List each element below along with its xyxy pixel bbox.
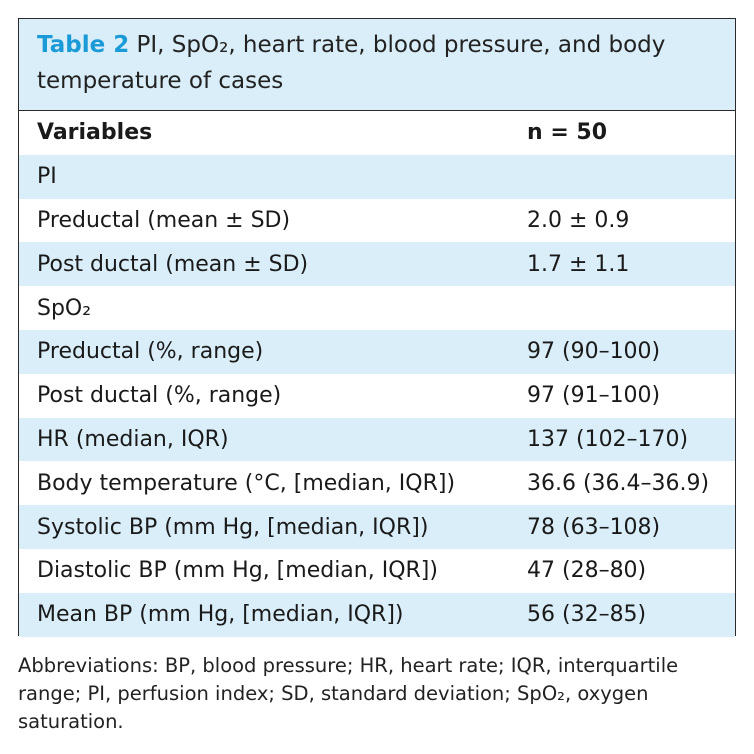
- row-value: 97 (91–100): [527, 383, 661, 409]
- table-row: SpO₂: [19, 286, 735, 330]
- row-value: 56 (32–85): [527, 602, 647, 628]
- row-value: 137 (102–170): [527, 426, 689, 452]
- row-value: 97 (90–100): [527, 339, 661, 365]
- table-header-row: Variables n = 50: [19, 111, 735, 155]
- table-row: Systolic BP (mm Hg, [median, IQR]) 78 (6…: [19, 505, 735, 549]
- table-row: HR (median, IQR) 137 (102–170): [19, 417, 735, 462]
- table-footnote: Abbreviations: BP, blood pressure; HR, h…: [18, 654, 679, 733]
- table-row: Mean BP (mm Hg, [median, IQR]) 56 (32–85…: [19, 592, 735, 637]
- row-variable: PI: [37, 164, 57, 190]
- row-variable: Preductal (mean ± SD): [37, 207, 291, 233]
- header-variables: Variables: [37, 120, 153, 146]
- row-variable: HR (median, IQR): [37, 426, 229, 452]
- row-variable: Mean BP (mm Hg, [median, IQR]): [37, 602, 404, 628]
- table-row: Post ductal (mean ± SD) 1.7 ± 1.1: [19, 242, 735, 287]
- row-variable: SpO₂: [37, 295, 92, 321]
- row-value: 2.0 ± 0.9: [527, 207, 630, 233]
- header-n: n = 50: [527, 120, 608, 146]
- table-row: Diastolic BP (mm Hg, [median, IQR]) 47 (…: [19, 549, 735, 593]
- table-caption: Table 2 PI, SpO₂, heart rate, blood pres…: [19, 19, 735, 111]
- table-row: Post ductal (%, range) 97 (91–100): [19, 374, 735, 418]
- row-value: 47 (28–80): [527, 558, 647, 584]
- table-row: Preductal (mean ± SD) 2.0 ± 0.9: [19, 199, 735, 243]
- table-row: PI: [19, 154, 735, 199]
- table-row: Body temperature (°C, [median, IQR]) 36.…: [19, 461, 735, 505]
- row-variable: Diastolic BP (mm Hg, [median, IQR]): [37, 558, 438, 584]
- row-variable: Systolic BP (mm Hg, [median, IQR]): [37, 514, 429, 540]
- row-value: 1.7 ± 1.1: [527, 251, 630, 277]
- data-table: Table 2 PI, SpO₂, heart rate, blood pres…: [18, 18, 736, 637]
- row-variable: Preductal (%, range): [37, 339, 264, 365]
- row-variable: Body temperature (°C, [median, IQR]): [37, 470, 456, 496]
- row-variable: Post ductal (mean ± SD): [37, 251, 309, 277]
- table-row: Preductal (%, range) 97 (90–100): [19, 329, 735, 374]
- table-label: Table 2: [37, 32, 130, 58]
- row-value: 78 (63–108): [527, 514, 661, 540]
- row-value: 36.6 (36.4–36.9): [527, 470, 710, 496]
- table-title: PI, SpO₂, heart rate, blood pressure, an…: [37, 32, 666, 94]
- row-variable: Post ductal (%, range): [37, 383, 282, 409]
